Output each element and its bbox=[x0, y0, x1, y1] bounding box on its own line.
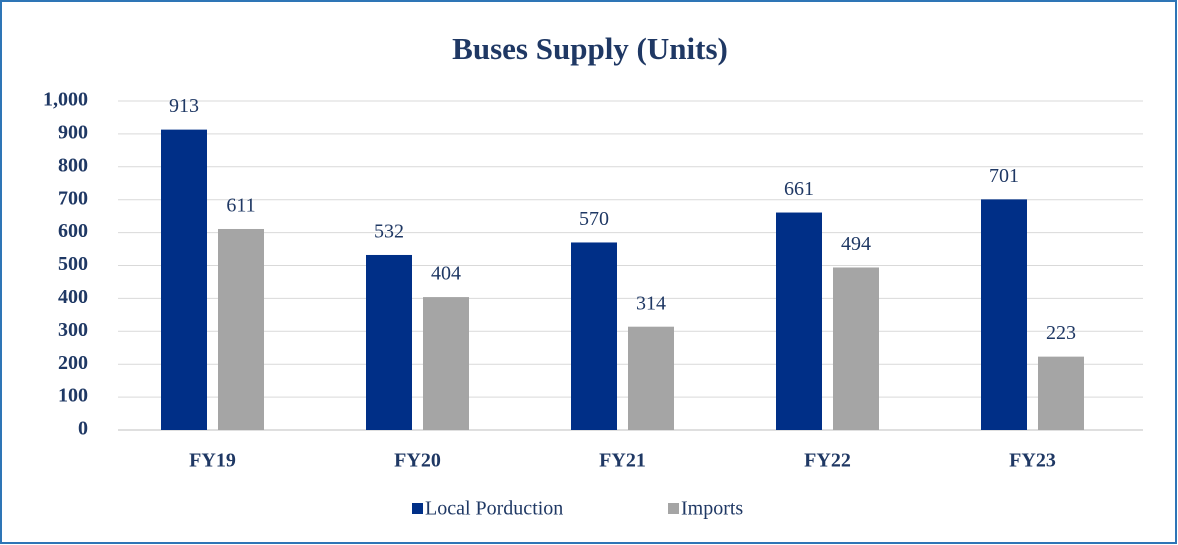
data-label: 314 bbox=[636, 292, 666, 314]
y-tick-label: 400 bbox=[58, 286, 88, 308]
bar bbox=[571, 242, 617, 430]
y-tick-label: 300 bbox=[58, 319, 88, 341]
bar bbox=[776, 212, 822, 430]
bar bbox=[981, 199, 1027, 430]
bar bbox=[366, 254, 412, 430]
data-label: 913 bbox=[169, 95, 199, 117]
y-tick-label: 0 bbox=[78, 418, 88, 440]
legend-label: Imports bbox=[681, 498, 743, 520]
bar bbox=[628, 326, 674, 430]
y-tick-label: 700 bbox=[58, 187, 88, 209]
bar bbox=[833, 267, 879, 430]
data-label: 611 bbox=[226, 195, 255, 217]
data-label: 570 bbox=[579, 208, 609, 230]
x-tick-label: FY20 bbox=[394, 450, 441, 472]
bar bbox=[218, 228, 264, 430]
data-label: 661 bbox=[784, 178, 814, 200]
data-label: 701 bbox=[989, 165, 1019, 187]
y-tick-label: 1,000 bbox=[43, 89, 88, 111]
data-label: 223 bbox=[1046, 322, 1076, 344]
y-tick-label: 600 bbox=[58, 220, 88, 242]
chart-title: Buses Supply (Units) bbox=[452, 31, 728, 66]
y-tick-label: 500 bbox=[58, 253, 88, 275]
y-tick-label: 900 bbox=[58, 121, 88, 143]
y-tick-label: 200 bbox=[58, 352, 88, 374]
bar bbox=[1038, 356, 1084, 430]
x-tick-label: FY21 bbox=[599, 450, 646, 472]
y-tick-label: 100 bbox=[58, 385, 88, 407]
data-label: 494 bbox=[841, 233, 871, 255]
x-tick-label: FY23 bbox=[1009, 450, 1056, 472]
bar bbox=[161, 129, 207, 431]
x-tick-label: FY19 bbox=[189, 450, 236, 472]
y-tick-label: 800 bbox=[58, 154, 88, 176]
legend-swatch bbox=[412, 503, 423, 514]
x-tick-label: FY22 bbox=[804, 450, 851, 472]
bar bbox=[423, 297, 469, 430]
data-label: 404 bbox=[431, 263, 461, 285]
legend-swatch bbox=[668, 503, 679, 514]
data-label: 532 bbox=[374, 221, 404, 243]
legend-label: Local Porduction bbox=[425, 498, 563, 520]
